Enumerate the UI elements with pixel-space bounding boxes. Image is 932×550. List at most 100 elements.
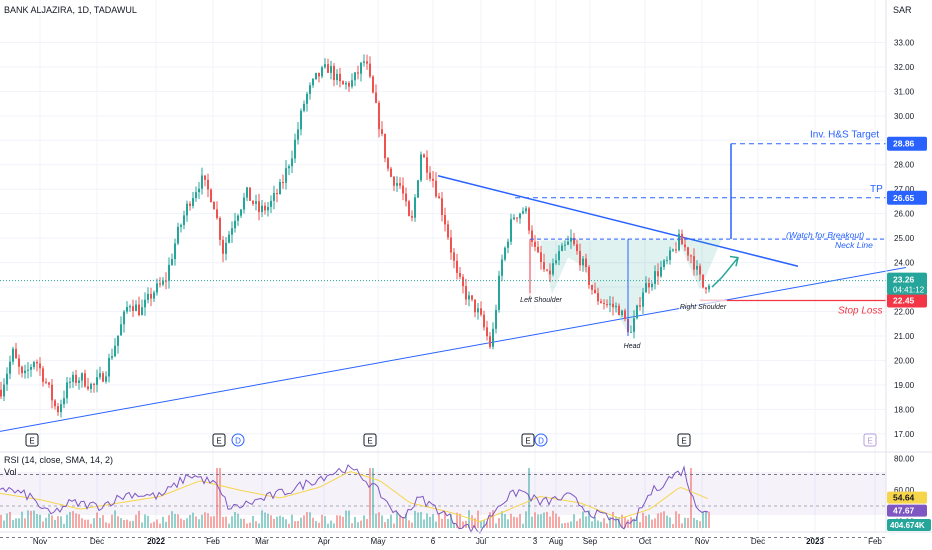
volume-bar — [183, 520, 185, 528]
candle-body — [654, 271, 656, 285]
volume-bar — [171, 511, 173, 528]
volume-bar — [135, 514, 137, 528]
candle-body — [684, 244, 686, 248]
target-label: Inv. H&S Target — [810, 130, 879, 141]
volume-bar — [150, 523, 152, 528]
candle-body — [561, 245, 563, 252]
volume-bar — [132, 520, 134, 528]
candle-body — [438, 196, 440, 199]
volume-bar — [234, 511, 236, 528]
candle-body — [207, 179, 209, 190]
candle-body — [414, 197, 416, 218]
event-marker-label: E — [367, 437, 372, 446]
candle-body — [333, 65, 335, 81]
candle-body — [276, 192, 278, 195]
volume-bars — [0, 468, 710, 528]
event-marker-label: D — [235, 437, 241, 446]
candle-body — [708, 285, 710, 290]
candle-body — [387, 158, 389, 169]
volume-bar — [471, 515, 473, 528]
candle-body — [201, 175, 203, 189]
time-axis[interactable]: Nov Dec 2022 Feb Mar Apr May 6 Jul 3 Aug Sep Oct Nov D… — [33, 537, 883, 546]
volume-bar — [264, 512, 266, 528]
candle-body — [465, 286, 467, 300]
volume-bar — [12, 520, 14, 528]
candle-body — [588, 267, 590, 285]
descending-trendline — [437, 175, 799, 267]
volume-bar — [177, 514, 179, 528]
volume-bar — [447, 518, 449, 528]
volume-bar — [486, 521, 488, 528]
candle-body — [642, 292, 644, 307]
volume-bar — [96, 512, 98, 528]
volume-bar — [318, 522, 320, 528]
volume-bar — [681, 523, 683, 528]
volume-bar — [141, 522, 143, 528]
candle-body — [174, 243, 176, 260]
volume-bar — [381, 515, 383, 528]
volume-bar — [483, 520, 485, 528]
volume-bar — [426, 513, 428, 528]
volume-bar — [417, 512, 419, 528]
volume-bar — [207, 513, 209, 528]
volume-bar — [300, 517, 302, 528]
volume-bar — [507, 519, 509, 528]
left-shoulder-label-bg — [519, 293, 563, 305]
rsi-lines — [0, 464, 886, 538]
volume-bar — [18, 518, 20, 528]
candle-body — [495, 309, 497, 329]
candle-body — [516, 217, 518, 219]
head-label-bg — [622, 339, 642, 351]
candle-body — [474, 299, 476, 313]
volume-bar — [567, 522, 569, 528]
candle-body — [645, 283, 647, 293]
candle-body — [519, 213, 521, 219]
candle-body — [429, 172, 431, 179]
last-price-label: 23.26 — [893, 275, 915, 285]
volume-bar — [333, 523, 335, 528]
volume-bar — [276, 516, 278, 528]
candle-body — [156, 283, 158, 293]
volume-bar — [522, 523, 524, 528]
volume-bar — [390, 514, 392, 528]
trendlines[interactable] — [0, 175, 907, 432]
volume-bar — [357, 522, 359, 528]
volume-bar — [87, 519, 89, 528]
price-tick-label: 20.00 — [894, 356, 915, 365]
rsi-value-bg — [887, 504, 927, 517]
candle-body — [618, 305, 620, 316]
candle-body — [576, 244, 578, 252]
candle-body — [267, 206, 269, 211]
price-tick-label: 21.00 — [894, 332, 915, 341]
candle-body — [33, 362, 35, 368]
time-tick-label: Jul — [476, 537, 486, 546]
price-tick-label: 27.00 — [894, 185, 915, 194]
volume-bar — [441, 518, 443, 528]
candle-body — [558, 251, 560, 261]
volume-bar — [174, 513, 176, 528]
candle-body — [528, 208, 530, 231]
volume-bar — [123, 520, 125, 528]
candle-body — [492, 328, 494, 347]
candle-body — [297, 129, 299, 140]
volume-bar — [252, 515, 254, 528]
candle-body — [291, 158, 293, 167]
volume-bar — [564, 523, 566, 528]
candle-body — [24, 370, 26, 374]
volume-bar — [501, 511, 503, 528]
candle-body — [426, 157, 428, 173]
volume-bar — [429, 516, 431, 528]
candle-body — [471, 295, 473, 300]
candle-body — [168, 264, 170, 281]
candle-body — [423, 154, 425, 158]
candle-body — [507, 241, 509, 248]
volume-bar — [309, 512, 311, 528]
candle-body — [570, 237, 572, 242]
candle-body — [18, 358, 20, 367]
time-tick-label: Oct — [639, 537, 652, 546]
dividend-marker-icon — [534, 433, 548, 447]
volume-bar — [519, 513, 521, 528]
